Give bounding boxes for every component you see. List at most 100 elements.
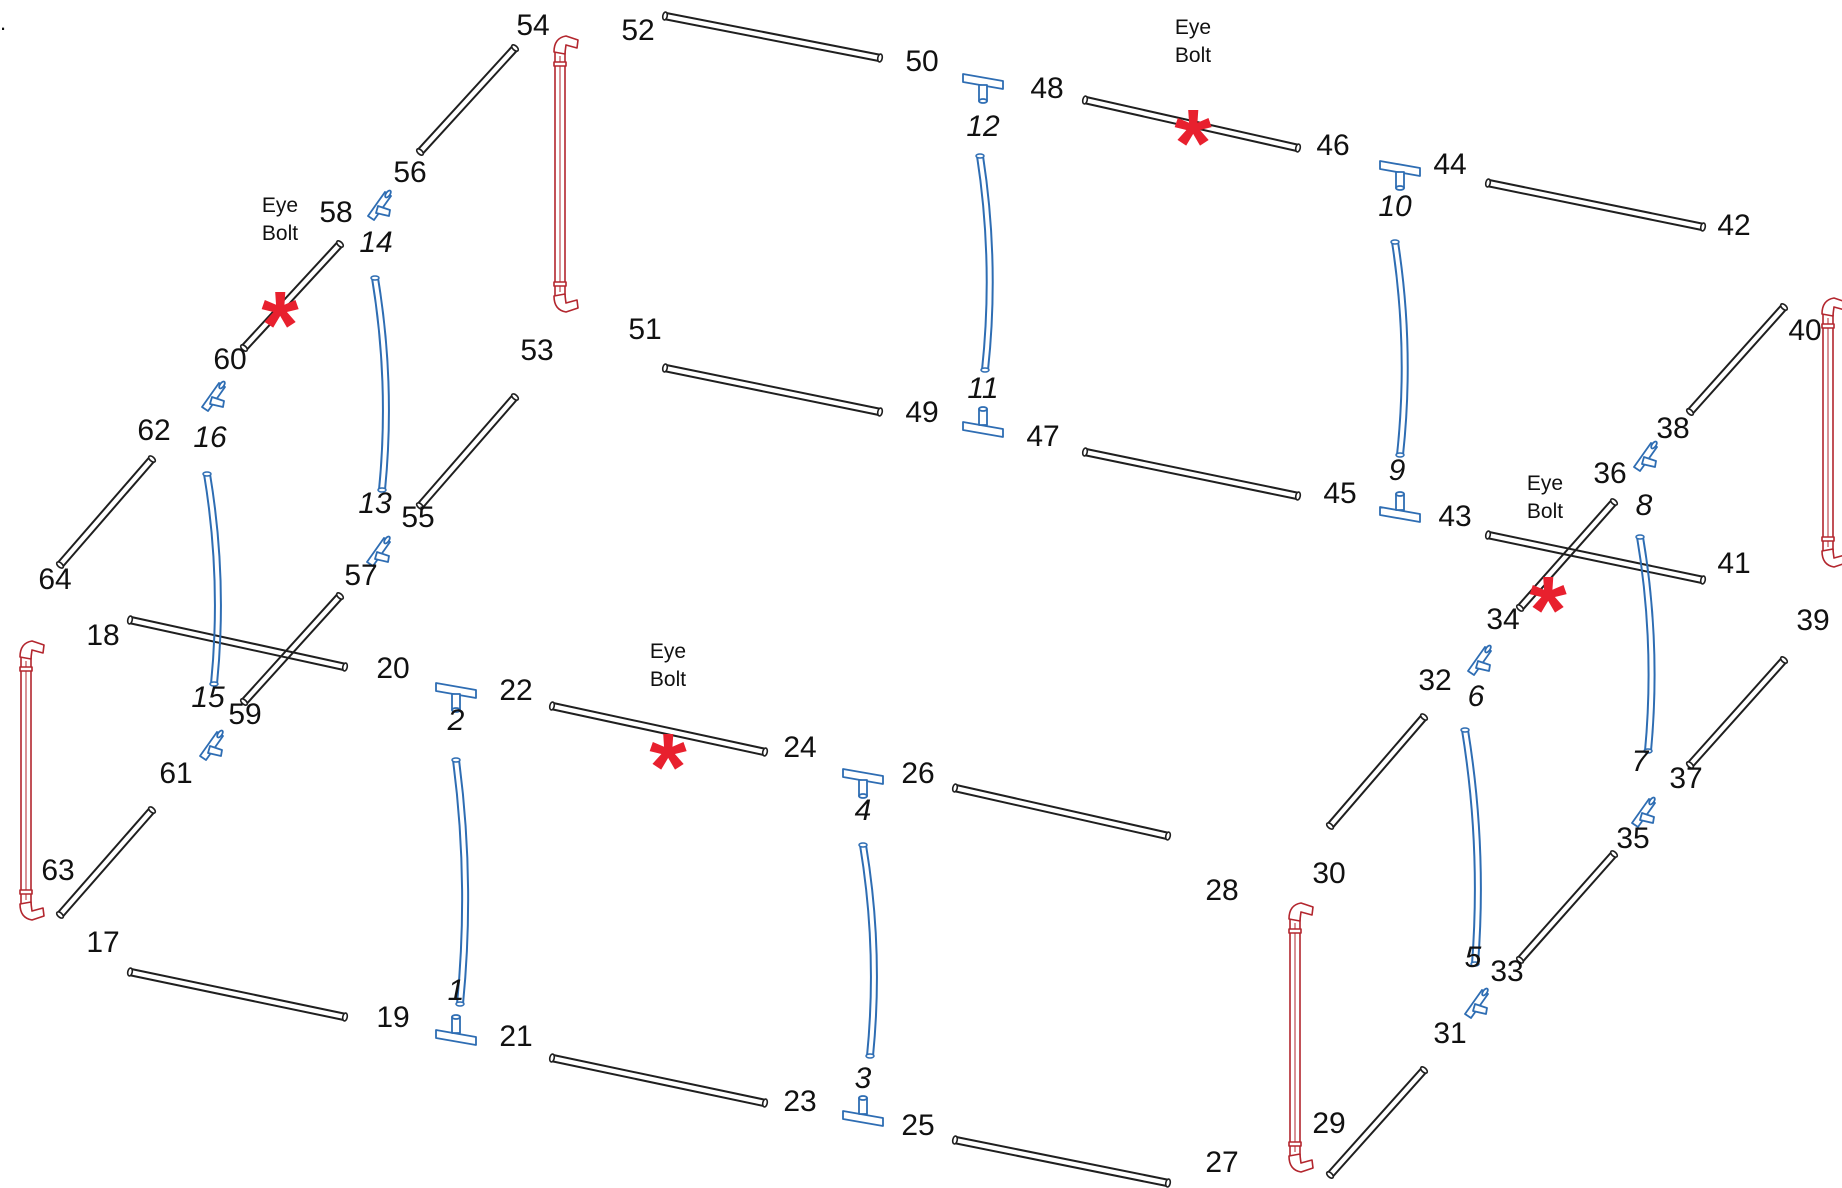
part-label-23: 23 xyxy=(783,1085,816,1118)
eye-bolt-callout-1: Eye Bolt * xyxy=(1174,16,1212,197)
tube-1 xyxy=(661,11,884,63)
corner-post-4 xyxy=(1821,297,1842,568)
part-label-22: 22 xyxy=(499,674,532,707)
eye-bolt-asterisk-icon: * xyxy=(649,714,687,821)
part-label-49: 49 xyxy=(905,396,938,429)
eye-bolt-asterisk-icon: * xyxy=(1529,557,1567,664)
part-label-34: 34 xyxy=(1486,603,1519,636)
tube-11 xyxy=(548,1053,769,1108)
tube-17 xyxy=(239,592,345,706)
part-label-44: 44 xyxy=(1433,148,1466,181)
eye-bolt-asterisk-icon: * xyxy=(261,272,299,379)
tee-fittings xyxy=(199,73,1658,1127)
tube-8 xyxy=(548,701,769,757)
tube-24 xyxy=(1325,1066,1429,1179)
bow-label-6: 6 xyxy=(1468,680,1485,713)
tube-9 xyxy=(951,783,1172,841)
bow-label-8: 8 xyxy=(1636,489,1653,522)
eye-bolt-callouts: Eye Bolt * Eye Bolt * Eye Bolt * Eye Bolt * xyxy=(261,16,1567,821)
bow-5 xyxy=(1390,239,1409,458)
tube-6 xyxy=(1484,530,1707,585)
part-label-55: 55 xyxy=(401,501,434,534)
tube-12 xyxy=(951,1135,1172,1188)
tube-14 xyxy=(239,240,345,352)
part-label-58: 58 xyxy=(319,196,352,229)
straight-tubes xyxy=(55,11,1789,1188)
eye-bolt-label-line1: Eye xyxy=(650,640,686,663)
part-label-51: 51 xyxy=(628,313,661,346)
bow-label-13: 13 xyxy=(358,487,392,520)
eye-bolt-label-line1: Eye xyxy=(1175,16,1211,39)
part-label-37: 37 xyxy=(1669,762,1702,795)
tube-22 xyxy=(1685,656,1789,769)
tube-2 xyxy=(1081,95,1302,153)
part-label-32: 32 xyxy=(1418,664,1451,697)
part-label-19: 19 xyxy=(376,1001,409,1034)
part-label-60: 60 xyxy=(213,343,246,376)
bow-label-14: 14 xyxy=(359,226,392,259)
part-label-18: 18 xyxy=(86,619,119,652)
part-label-30: 30 xyxy=(1312,857,1345,890)
tube-4 xyxy=(661,363,884,417)
eye-bolt-label-line1: Eye xyxy=(1527,472,1563,495)
part-label-45: 45 xyxy=(1323,477,1356,510)
tee-fitting-4 xyxy=(842,768,884,799)
part-label-24: 24 xyxy=(783,731,816,764)
eye-bolt-callout-3: Eye Bolt * xyxy=(649,640,687,821)
eye-bolt-label-line2: Bolt xyxy=(650,668,686,691)
part-label-52: 52 xyxy=(621,14,654,47)
part-label-43: 43 xyxy=(1438,500,1471,533)
part-label-57: 57 xyxy=(344,559,377,592)
tube-7 xyxy=(126,615,349,672)
bow-label-4: 4 xyxy=(855,794,872,827)
part-label-41: 41 xyxy=(1717,547,1750,580)
part-label-56: 56 xyxy=(393,156,426,189)
tee-fitting-9 xyxy=(1379,491,1421,523)
tee-fitting-2 xyxy=(435,682,477,713)
tee-fitting-7 xyxy=(1631,796,1656,828)
bow-label-5: 5 xyxy=(1465,941,1482,974)
corner-posts xyxy=(19,35,1842,1173)
corner-mark: . xyxy=(0,10,6,35)
bow-label-2: 2 xyxy=(447,704,465,737)
part-label-50: 50 xyxy=(905,45,938,78)
part-label-47: 47 xyxy=(1026,420,1059,453)
bow-label-10: 10 xyxy=(1378,190,1412,223)
part-label-62: 62 xyxy=(137,414,170,447)
part-label-20: 20 xyxy=(376,652,409,685)
part-label-26: 26 xyxy=(901,757,934,790)
eye-bolt-label-line2: Bolt xyxy=(1175,44,1211,67)
part-label-53: 53 xyxy=(520,334,553,367)
bow-1 xyxy=(451,757,470,1007)
part-label-61: 61 xyxy=(159,757,192,790)
bow-label-3: 3 xyxy=(855,1062,872,1095)
part-label-46: 46 xyxy=(1316,129,1349,162)
tube-16 xyxy=(415,393,520,510)
eye-bolt-label-line1: Eye xyxy=(262,194,298,217)
tee-fitting-6 xyxy=(1467,644,1492,676)
bow-8 xyxy=(202,471,222,687)
tee-fitting-8 xyxy=(1633,440,1658,472)
tube-23 xyxy=(1515,850,1619,964)
tee-fitting-12 xyxy=(962,73,1004,104)
part-number-labels: 1234567891011121314151617181920212223242… xyxy=(38,9,1829,1179)
curved-bows xyxy=(202,153,1656,1059)
bow-2 xyxy=(858,842,878,1059)
tee-fitting-10 xyxy=(1379,160,1421,191)
part-label-28: 28 xyxy=(1205,874,1238,907)
part-label-36: 36 xyxy=(1593,457,1626,490)
part-label-64: 64 xyxy=(38,563,71,596)
part-label-29: 29 xyxy=(1312,1107,1345,1140)
tube-18 xyxy=(55,806,157,919)
bow-3 xyxy=(1460,727,1482,967)
part-label-59: 59 xyxy=(228,698,261,731)
tee-fitting-11 xyxy=(962,406,1004,438)
part-label-63: 63 xyxy=(41,854,74,887)
tube-3 xyxy=(1484,178,1707,232)
part-label-54: 54 xyxy=(516,9,549,42)
tube-5 xyxy=(1081,447,1302,501)
part-label-42: 42 xyxy=(1717,209,1750,242)
tee-fitting-15 xyxy=(199,729,224,761)
part-label-21: 21 xyxy=(499,1020,532,1053)
